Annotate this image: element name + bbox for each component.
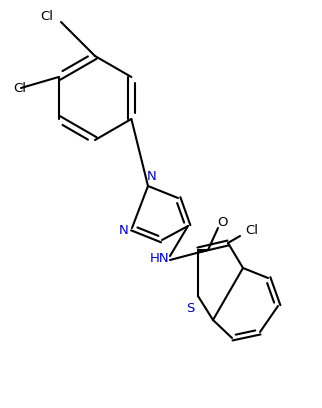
- Text: S: S: [186, 302, 194, 315]
- Text: Cl: Cl: [245, 224, 259, 237]
- Text: HN: HN: [150, 251, 170, 264]
- Text: N: N: [119, 224, 129, 237]
- Text: Cl: Cl: [41, 9, 53, 22]
- Text: O: O: [218, 217, 228, 229]
- Text: N: N: [147, 171, 157, 184]
- Text: Cl: Cl: [13, 82, 26, 95]
